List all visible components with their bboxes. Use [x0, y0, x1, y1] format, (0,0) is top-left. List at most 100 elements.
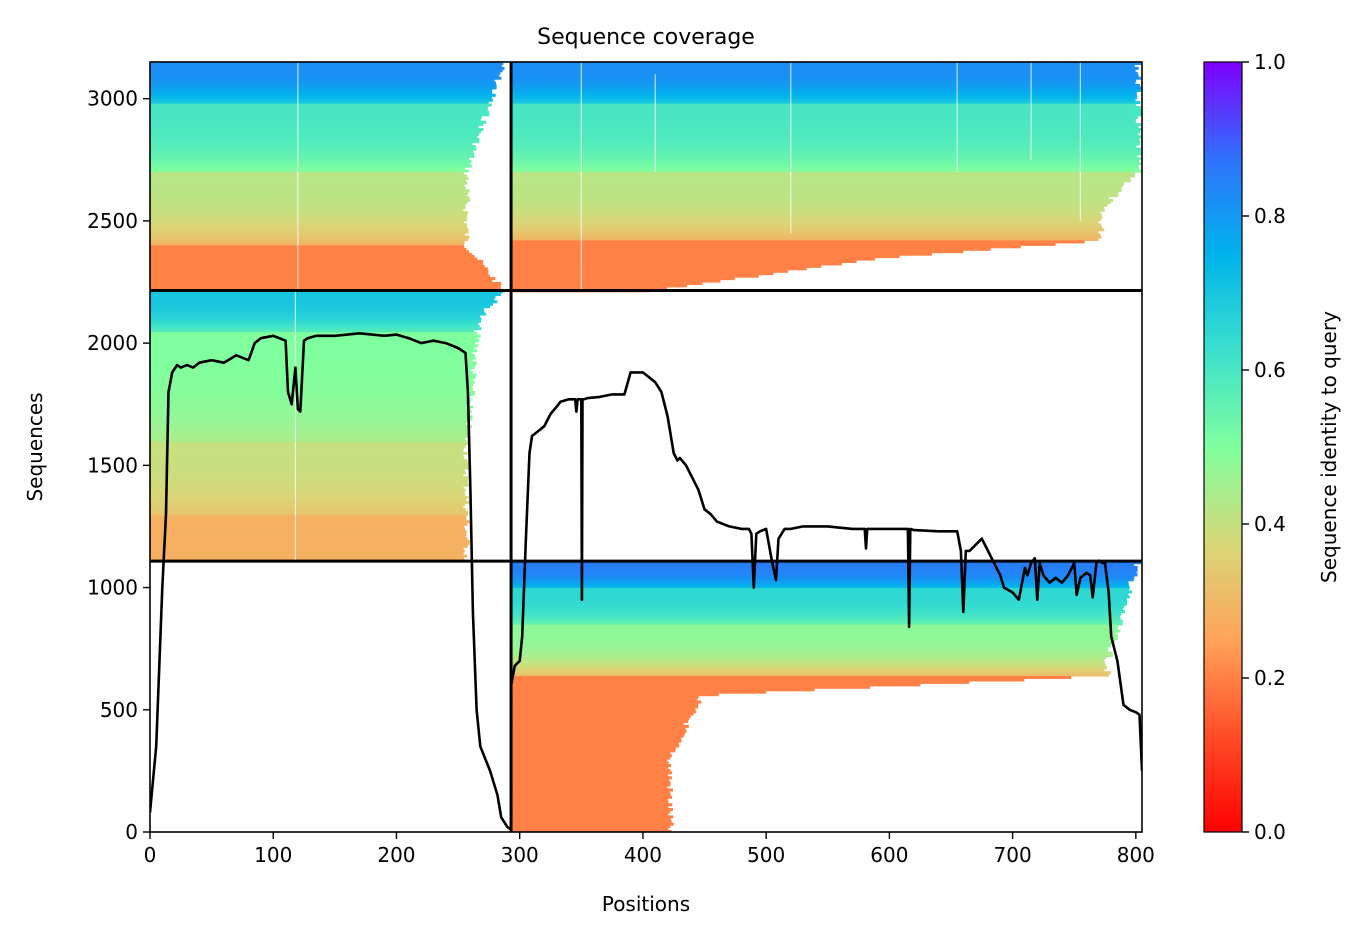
heatmap-row	[150, 373, 477, 377]
heatmap-row	[511, 822, 674, 826]
y-axis-ticks: 0 500 1000 1500 2000 2500 3000	[87, 87, 150, 844]
heatmap-row	[511, 600, 1128, 604]
heatmap-row	[511, 84, 1141, 87]
heatmap-row	[511, 764, 672, 767]
heatmap-row	[150, 267, 488, 271]
heatmap-row	[511, 174, 1136, 178]
heatmap-row	[511, 230, 1099, 234]
y-tick-label: 500	[100, 698, 138, 722]
y-tick-label: 1000	[87, 576, 138, 600]
heatmap-row	[150, 403, 468, 406]
heatmap-row	[511, 612, 1122, 616]
heatmap-row	[150, 247, 467, 251]
heatmap-row	[511, 198, 1114, 202]
heatmap-row	[150, 319, 481, 323]
heatmap-row	[150, 383, 474, 387]
heatmap-row	[150, 344, 479, 348]
heatmap-row	[150, 293, 501, 296]
heatmap-row	[150, 179, 466, 183]
heatmap-row	[150, 488, 466, 492]
heatmap-row	[511, 74, 1139, 78]
heatmap-row	[511, 218, 1102, 222]
heatmap-row	[150, 554, 468, 558]
heatmap-row	[150, 495, 469, 499]
heatmap-row	[511, 176, 1131, 180]
heatmap-row	[150, 427, 468, 431]
heatmap-row	[150, 471, 466, 475]
heatmap-row	[150, 145, 476, 149]
heatmap-row	[511, 673, 1109, 677]
heatmap-row	[511, 636, 1118, 640]
heatmap-row	[150, 191, 469, 195]
heatmap-row	[150, 64, 502, 68]
heatmap-row	[150, 184, 465, 188]
heatmap-row	[511, 724, 689, 728]
heatmap-row	[511, 113, 1142, 117]
heatmap-row	[150, 69, 503, 73]
heatmap-row	[150, 371, 474, 375]
heatmap-row	[511, 115, 1139, 119]
heatmap-row	[511, 88, 1141, 92]
heatmap-row	[150, 66, 505, 70]
heatmap-row	[511, 573, 1138, 577]
heatmap-row	[511, 712, 694, 716]
heatmap-row	[150, 530, 467, 534]
heatmap-row	[511, 805, 669, 809]
heatmap-row	[511, 86, 1142, 90]
heatmap-row	[150, 390, 476, 394]
colorbar-tick-label: 0.2	[1254, 666, 1286, 690]
heatmap-row	[511, 678, 1025, 682]
heatmap-row	[511, 223, 1102, 227]
heatmap-row	[150, 407, 471, 411]
heatmap-row	[511, 71, 1138, 75]
colorbar-label: Sequence identity to query	[1317, 311, 1341, 583]
heatmap-row	[511, 588, 1130, 591]
heatmap-row	[150, 310, 485, 314]
heatmap-row	[511, 81, 1136, 85]
heatmap-row	[150, 203, 466, 207]
heatmap-row	[150, 454, 464, 458]
heatmap-row	[150, 469, 465, 472]
heatmap-row	[511, 110, 1142, 114]
heatmap-row	[511, 578, 1134, 582]
heatmap-row	[511, 666, 1108, 670]
heatmap-row	[150, 120, 487, 124]
heatmap-row	[150, 466, 470, 470]
heatmap-row	[150, 491, 465, 494]
heatmap-row	[150, 208, 464, 212]
heatmap-row	[511, 140, 1141, 144]
heatmap-row	[150, 245, 465, 249]
heatmap-row	[150, 186, 466, 190]
heatmap-row	[511, 247, 991, 251]
heatmap-row	[150, 101, 489, 105]
heatmap-row	[150, 515, 467, 519]
heatmap-row	[150, 359, 473, 362]
heatmap-row	[150, 395, 470, 399]
heatmap-row	[511, 181, 1125, 185]
heatmap-row	[511, 76, 1142, 80]
y-axis-label: Sequences	[23, 392, 47, 501]
heatmap-row	[150, 164, 472, 168]
heatmap-row	[511, 649, 1109, 653]
heatmap-row	[511, 778, 670, 782]
x-tick-label: 800	[1117, 843, 1155, 867]
heatmap-row	[511, 101, 1141, 105]
heatmap-row	[150, 356, 476, 360]
heatmap-row	[511, 685, 871, 689]
heatmap-row	[150, 201, 468, 205]
heatmap-row	[511, 761, 669, 765]
heatmap-row	[511, 786, 668, 789]
heatmap-row	[511, 722, 684, 726]
heatmap-row	[150, 378, 473, 382]
heatmap-row	[511, 690, 767, 694]
colorbar-ticks: 0.0 0.2 0.4 0.6 0.8 1.0	[1242, 50, 1286, 844]
heatmap-row	[511, 820, 672, 824]
heatmap-row	[511, 768, 671, 772]
heatmap-row	[511, 264, 822, 268]
heatmap-row	[150, 174, 467, 178]
heatmap-row	[150, 434, 470, 438]
heatmap-row	[150, 381, 475, 384]
heatmap-row	[150, 62, 504, 65]
heatmap-row	[511, 656, 1107, 660]
heatmap-row	[150, 96, 492, 100]
